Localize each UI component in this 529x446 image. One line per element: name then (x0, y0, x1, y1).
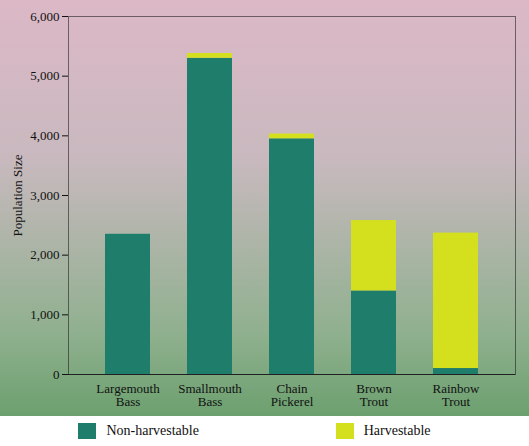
svg-text:Population Size: Population Size (10, 154, 25, 236)
html-text:Harvestable: Harvestable (363, 423, 431, 438)
html-text:Non-harvestable: Non-harvestable (106, 423, 199, 438)
svg-text:0: 0 (53, 367, 60, 382)
svg-text:4,000: 4,000 (30, 128, 59, 143)
svg-text:LargemouthBass: LargemouthBass (96, 381, 160, 409)
svg-text:RainbowTrout: RainbowTrout (433, 381, 481, 409)
svg-text:5,000: 5,000 (30, 68, 59, 83)
svg-text:6,000: 6,000 (30, 9, 59, 24)
svg-text:SmallmouthBass: SmallmouthBass (178, 381, 242, 409)
svg-text:BrownTrout: BrownTrout (356, 381, 392, 409)
svg-text:2,000: 2,000 (30, 247, 59, 262)
svg-text:ChainPickerel: ChainPickerel (271, 381, 314, 409)
svg-text:1,000: 1,000 (30, 307, 59, 322)
svg-text:3,000: 3,000 (30, 188, 59, 203)
